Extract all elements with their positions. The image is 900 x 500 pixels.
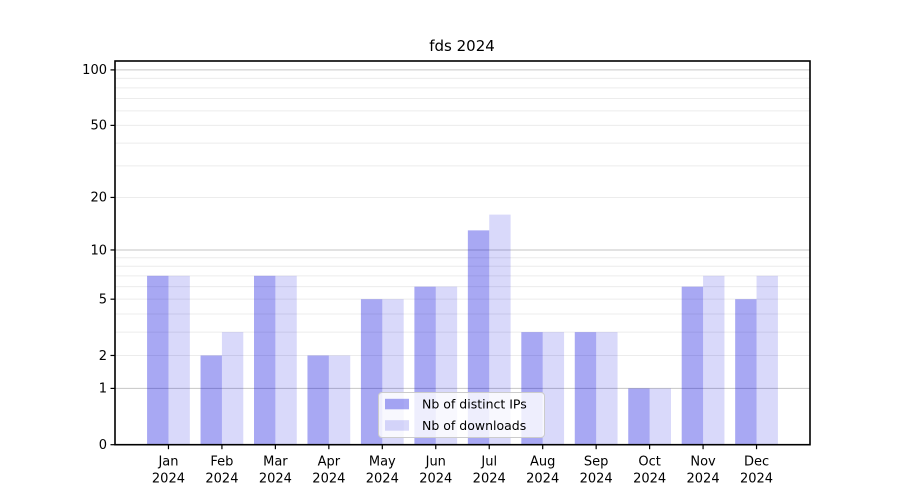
bar-sep-downloads — [596, 332, 618, 445]
bar-apr-ips — [307, 355, 329, 445]
bar-mar-ips — [254, 275, 276, 445]
chart-title: fds 2024 — [429, 37, 495, 55]
x-tick-label-month: May — [369, 455, 396, 470]
x-tick-label-month: Aug — [530, 455, 555, 470]
legend-label-downloads: Nb of downloads — [422, 418, 526, 433]
bar-oct-downloads — [649, 388, 671, 445]
x-tick-label-year: 2024 — [259, 472, 292, 487]
bar-sep-ips — [574, 332, 597, 445]
y-tick-label: 20 — [90, 191, 107, 206]
y-tick-label: 0 — [99, 438, 107, 453]
x-tick-label-year: 2024 — [312, 472, 345, 487]
x-tick-label-year: 2024 — [152, 472, 185, 487]
bar-jan-downloads — [168, 275, 190, 445]
bar-may-ips — [360, 299, 383, 445]
gridlines — [115, 69, 810, 389]
bar-dec-ips — [735, 299, 757, 445]
legend: Nb of distinct IPs Nb of downloads — [378, 392, 545, 438]
bar-feb-ips — [200, 355, 222, 445]
x-tick-label-year: 2024 — [473, 472, 506, 487]
x-tick-label-year: 2024 — [687, 472, 720, 487]
bar-nov-downloads — [703, 275, 725, 445]
legend-box — [378, 392, 545, 438]
x-tick-label-year: 2024 — [740, 472, 773, 487]
bar-feb-downloads — [221, 332, 244, 445]
y-tick-label: 100 — [82, 63, 107, 78]
axes-ticks: 0 1 2 5 10 20 50 100 Jan 2024 Feb 2024 Mar 2024 Apr 202… — [82, 63, 773, 487]
bar-jan-ips — [147, 275, 169, 445]
x-tick-label-year: 2024 — [580, 472, 613, 487]
legend-label-distinct-ips: Nb of distinct IPs — [422, 397, 527, 412]
y-tick-label: 1 — [99, 382, 107, 397]
x-tick-label-year: 2024 — [633, 472, 666, 487]
legend-swatch-downloads — [385, 420, 409, 431]
x-tick-label-month: Feb — [210, 455, 233, 470]
x-tick-label-year: 2024 — [205, 472, 238, 487]
x-tick-label-year: 2024 — [419, 472, 452, 487]
legend-swatch-distinct-ips — [385, 398, 409, 410]
y-tick-label: 10 — [90, 243, 107, 258]
x-tick-label-month: Nov — [690, 455, 716, 470]
plot-border — [114, 60, 811, 446]
x-tick-label-month: Apr — [318, 455, 341, 470]
x-tick-label-month: Jun — [425, 455, 446, 470]
bar-aug-downloads — [542, 332, 565, 445]
bar-jul-ips — [467, 230, 490, 445]
x-tick-label-year: 2024 — [526, 472, 559, 487]
bar-nov-ips — [681, 286, 704, 445]
y-tick-label: 50 — [90, 119, 107, 134]
x-tick-label-month: Jan — [157, 455, 178, 470]
bar-dec-downloads — [756, 275, 778, 445]
bar-apr-downloads — [328, 355, 351, 445]
x-tick-label-month: Dec — [744, 455, 769, 470]
x-tick-label-month: Mar — [263, 455, 288, 470]
y-tick-label: 2 — [99, 349, 107, 364]
bar-jul-downloads — [489, 214, 511, 445]
x-tick-label-month: Sep — [584, 455, 609, 470]
x-tick-label-month: Jul — [480, 455, 497, 470]
x-tick-label-year: 2024 — [366, 472, 399, 487]
bar-mar-downloads — [275, 275, 297, 445]
y-tick-label: 5 — [99, 292, 107, 307]
x-tick-label-month: Oct — [638, 455, 660, 470]
bar-oct-ips — [628, 388, 650, 445]
